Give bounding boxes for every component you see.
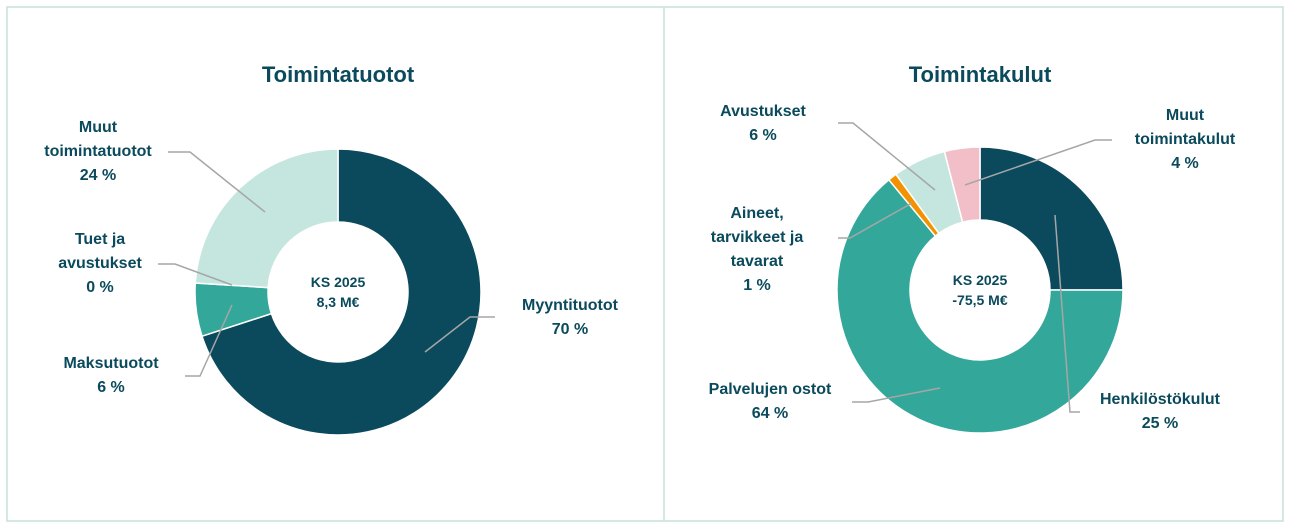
- value-label: 24 %: [79, 167, 117, 184]
- value-label: 4 %: [1171, 155, 1199, 172]
- leader-line: [158, 263, 233, 286]
- category: Myyntituotot: [522, 297, 618, 314]
- slice-label: Aineet, tarvikkeet ja tavarat 1 %: [697, 202, 817, 298]
- value-label: 25 %: [1141, 415, 1179, 432]
- slice-label: Tuet ja avustukset 0 %: [50, 228, 150, 300]
- category: Henkilöstökulut: [1099, 391, 1220, 408]
- category: Muut toimintakulut: [1134, 107, 1236, 148]
- slice-label: Avustukset 6 %: [703, 100, 823, 148]
- slice-label: Henkilöstökulut 25 %: [1080, 388, 1240, 436]
- value-label: 6 %: [97, 379, 125, 396]
- leader-line: [964, 139, 1112, 186]
- center-label: KS 2025 8,3 M€: [311, 272, 365, 312]
- slice: [194, 148, 339, 289]
- leader-line: [852, 387, 941, 403]
- leader-line: [168, 151, 266, 213]
- category: Maksutuotot: [63, 355, 159, 372]
- center-text: -75,5 M€: [952, 292, 1008, 308]
- slice-label: Muut toimintatuotot 24 %: [43, 116, 153, 188]
- category: Muut toimintatuotot: [44, 119, 152, 160]
- leader-line: [838, 122, 936, 191]
- category: Avustukset: [720, 103, 806, 120]
- frame: [6, 6, 1284, 522]
- leader-line: [185, 304, 233, 377]
- leader-line: [838, 202, 913, 239]
- slice-label: Maksutuotot 6 %: [41, 352, 181, 400]
- center-text: KS 2025: [952, 272, 1008, 288]
- value-label: 1 %: [743, 277, 771, 294]
- value-label: 64 %: [751, 405, 789, 422]
- slice: [836, 178, 1124, 434]
- slice: [201, 148, 482, 436]
- slice-label: Palvelujen ostot 64 %: [685, 378, 855, 426]
- center-label: KS 2025 -75,5 M€: [952, 270, 1007, 310]
- category: Palvelujen ostot: [708, 381, 832, 398]
- chart-title: Toimintatuotot: [261, 62, 415, 87]
- slice-label: Muut toimintakulut 4 %: [1130, 104, 1240, 176]
- leader-line: [424, 316, 495, 353]
- center-text: KS 2025: [310, 274, 366, 290]
- slice: [979, 146, 1124, 291]
- category: Aineet, tarvikkeet ja tavarat: [710, 205, 804, 270]
- center-text: 8,3 M€: [316, 294, 360, 310]
- slice: [943, 146, 981, 224]
- value-label: 0 %: [86, 279, 114, 296]
- chart-title: Toimintakulut: [908, 62, 1052, 87]
- slice-label: Myyntituotot 70 %: [490, 294, 650, 342]
- category: Tuet ja avustukset: [58, 231, 142, 272]
- value-label: 70 %: [551, 321, 589, 338]
- value-label: 6 %: [749, 127, 777, 144]
- leader-line: [1054, 214, 1080, 413]
